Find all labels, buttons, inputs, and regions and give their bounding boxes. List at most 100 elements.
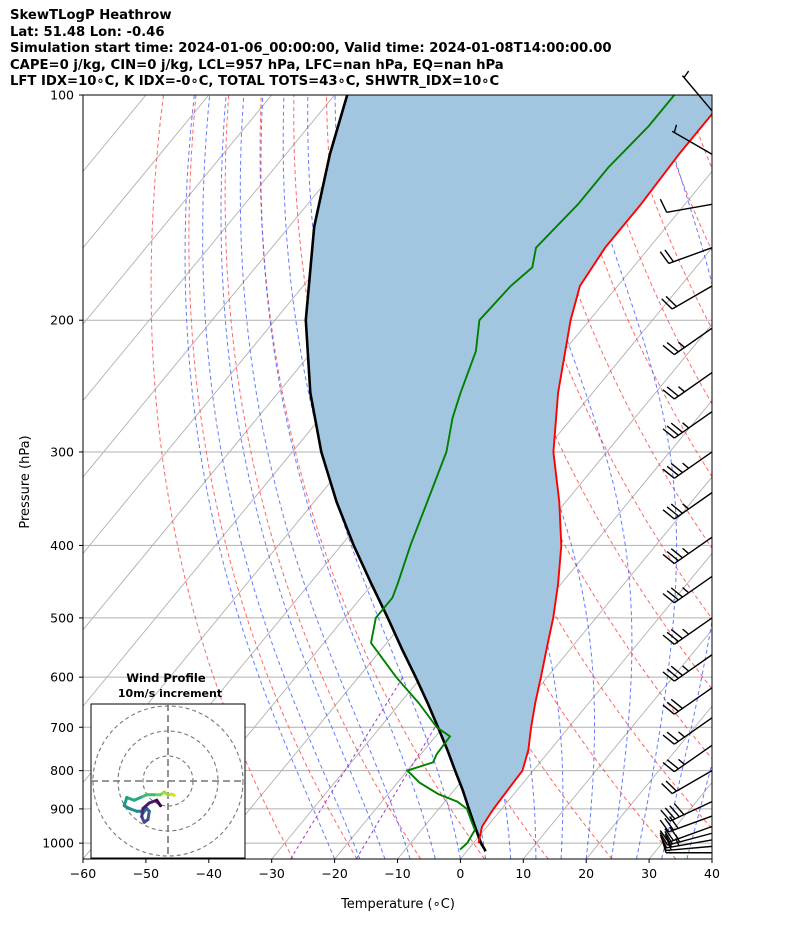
moist-adiabat [502, 95, 633, 859]
barb-flag [662, 593, 675, 604]
inset-content [91, 704, 245, 858]
barb-flag [662, 428, 675, 439]
x-tick-label: 20 [578, 866, 594, 881]
wind-barb [662, 687, 713, 715]
x-tick-label: −60 [70, 866, 96, 881]
barb-flag [670, 548, 683, 559]
moist-adiabat [570, 95, 678, 859]
wind-barb [659, 198, 713, 214]
barb-flag [662, 761, 675, 773]
barb-staff [673, 617, 713, 645]
isotherm [83, 95, 210, 249]
isotherm [83, 95, 335, 402]
barb-flag [662, 553, 675, 565]
wind-barb [659, 825, 713, 843]
index-line: LFT IDX=10∘C, K IDX=-0∘C, TOTAL TOTS=43∘… [10, 74, 500, 89]
barb-flag [662, 468, 675, 479]
barb-flag [670, 462, 683, 474]
chart-header: SkewTLogP Heathrow Lat: 51.48 Lon: -0.46… [10, 8, 612, 91]
x-tick-label: 40 [704, 866, 720, 881]
barb-staff [673, 717, 713, 745]
barb-flag [666, 551, 679, 562]
barb-flag [664, 807, 676, 820]
barb-half-flag [673, 124, 678, 133]
moist-adiabat [239, 95, 411, 859]
barb-staff [673, 687, 713, 715]
isotherm [711, 858, 712, 859]
x-tick-label: −50 [133, 866, 159, 881]
cape-fill-area [305, 95, 712, 852]
dry-adiabat [717, 95, 794, 859]
cape-fill [305, 95, 712, 852]
barb-half-flag [682, 587, 690, 594]
moist-adiabat [220, 95, 386, 859]
isotherm [83, 95, 273, 325]
wind-barb [671, 124, 713, 155]
barb-flag [662, 509, 675, 520]
barb-flag [666, 759, 679, 770]
y-tick-label: 300 [50, 444, 74, 459]
barb-flag [662, 734, 675, 745]
barb-flag [661, 298, 673, 310]
temperature-line [477, 112, 712, 844]
x-tick-label: −40 [196, 866, 222, 881]
wind-barb [662, 654, 713, 682]
dry-adiabat [188, 95, 358, 859]
x-tick-label: −20 [321, 866, 347, 881]
inset-subtitle: 10m/s increment [118, 687, 222, 700]
barb-staff [681, 75, 713, 112]
barb-half-flag [678, 731, 686, 738]
wind-barb [662, 536, 713, 565]
barb-flag [662, 634, 675, 645]
barb-flag [659, 834, 668, 849]
mixing-ratio-line [290, 676, 404, 859]
x-tick-label: 30 [641, 866, 657, 881]
barb-half-flag [682, 665, 690, 672]
dry-adiabat [150, 95, 294, 859]
barb-half-flag [678, 386, 686, 393]
barb-flag [659, 251, 670, 264]
wind-barb [662, 372, 713, 400]
isotherm [271, 323, 712, 859]
isotherm [460, 552, 712, 859]
barb-flag [659, 830, 670, 843]
barb-half-flag [682, 628, 690, 635]
dry-adiabat [521, 95, 712, 550]
y-axis-label: Pressure (hPa) [18, 435, 33, 528]
barb-staff [667, 832, 713, 846]
barb-flag [666, 342, 679, 353]
barb-staff [673, 536, 713, 565]
barb-half-flag [682, 503, 690, 510]
barb-staff [668, 247, 713, 265]
dry-adiabat [259, 95, 485, 859]
barb-flag [669, 805, 680, 818]
barb-flag [666, 731, 679, 742]
mixing-ratio-line [355, 676, 466, 859]
dry-adiabat [750, 95, 794, 859]
y-tick-label: 400 [50, 538, 74, 553]
barb-flag [664, 817, 675, 831]
barb-flag [659, 198, 668, 213]
dry-adiabat [224, 95, 422, 859]
barb-staff [671, 130, 713, 155]
inset-title: Wind Profile [126, 671, 206, 685]
barb-flag [661, 783, 673, 795]
barb-flag [659, 819, 670, 833]
parcel-profile-line [304, 95, 487, 852]
moist-adiabat [202, 95, 361, 859]
barb-flag [662, 671, 675, 682]
barb-staff [673, 411, 713, 439]
cape-line: CAPE=0 j/kg, CIN=0 j/kg, LCL=957 hPa, LF… [10, 57, 504, 73]
barb-flag [670, 587, 683, 598]
wind-barb [659, 247, 713, 265]
barb-flag [666, 701, 679, 712]
barb-flag [664, 828, 675, 841]
barb-flag [666, 631, 679, 642]
barb-staff [670, 800, 713, 822]
barb-staff [666, 203, 713, 214]
wind-barb [661, 770, 713, 795]
barb-flag [669, 826, 679, 840]
wind-barbs [659, 70, 713, 854]
barb-staff [668, 815, 713, 833]
